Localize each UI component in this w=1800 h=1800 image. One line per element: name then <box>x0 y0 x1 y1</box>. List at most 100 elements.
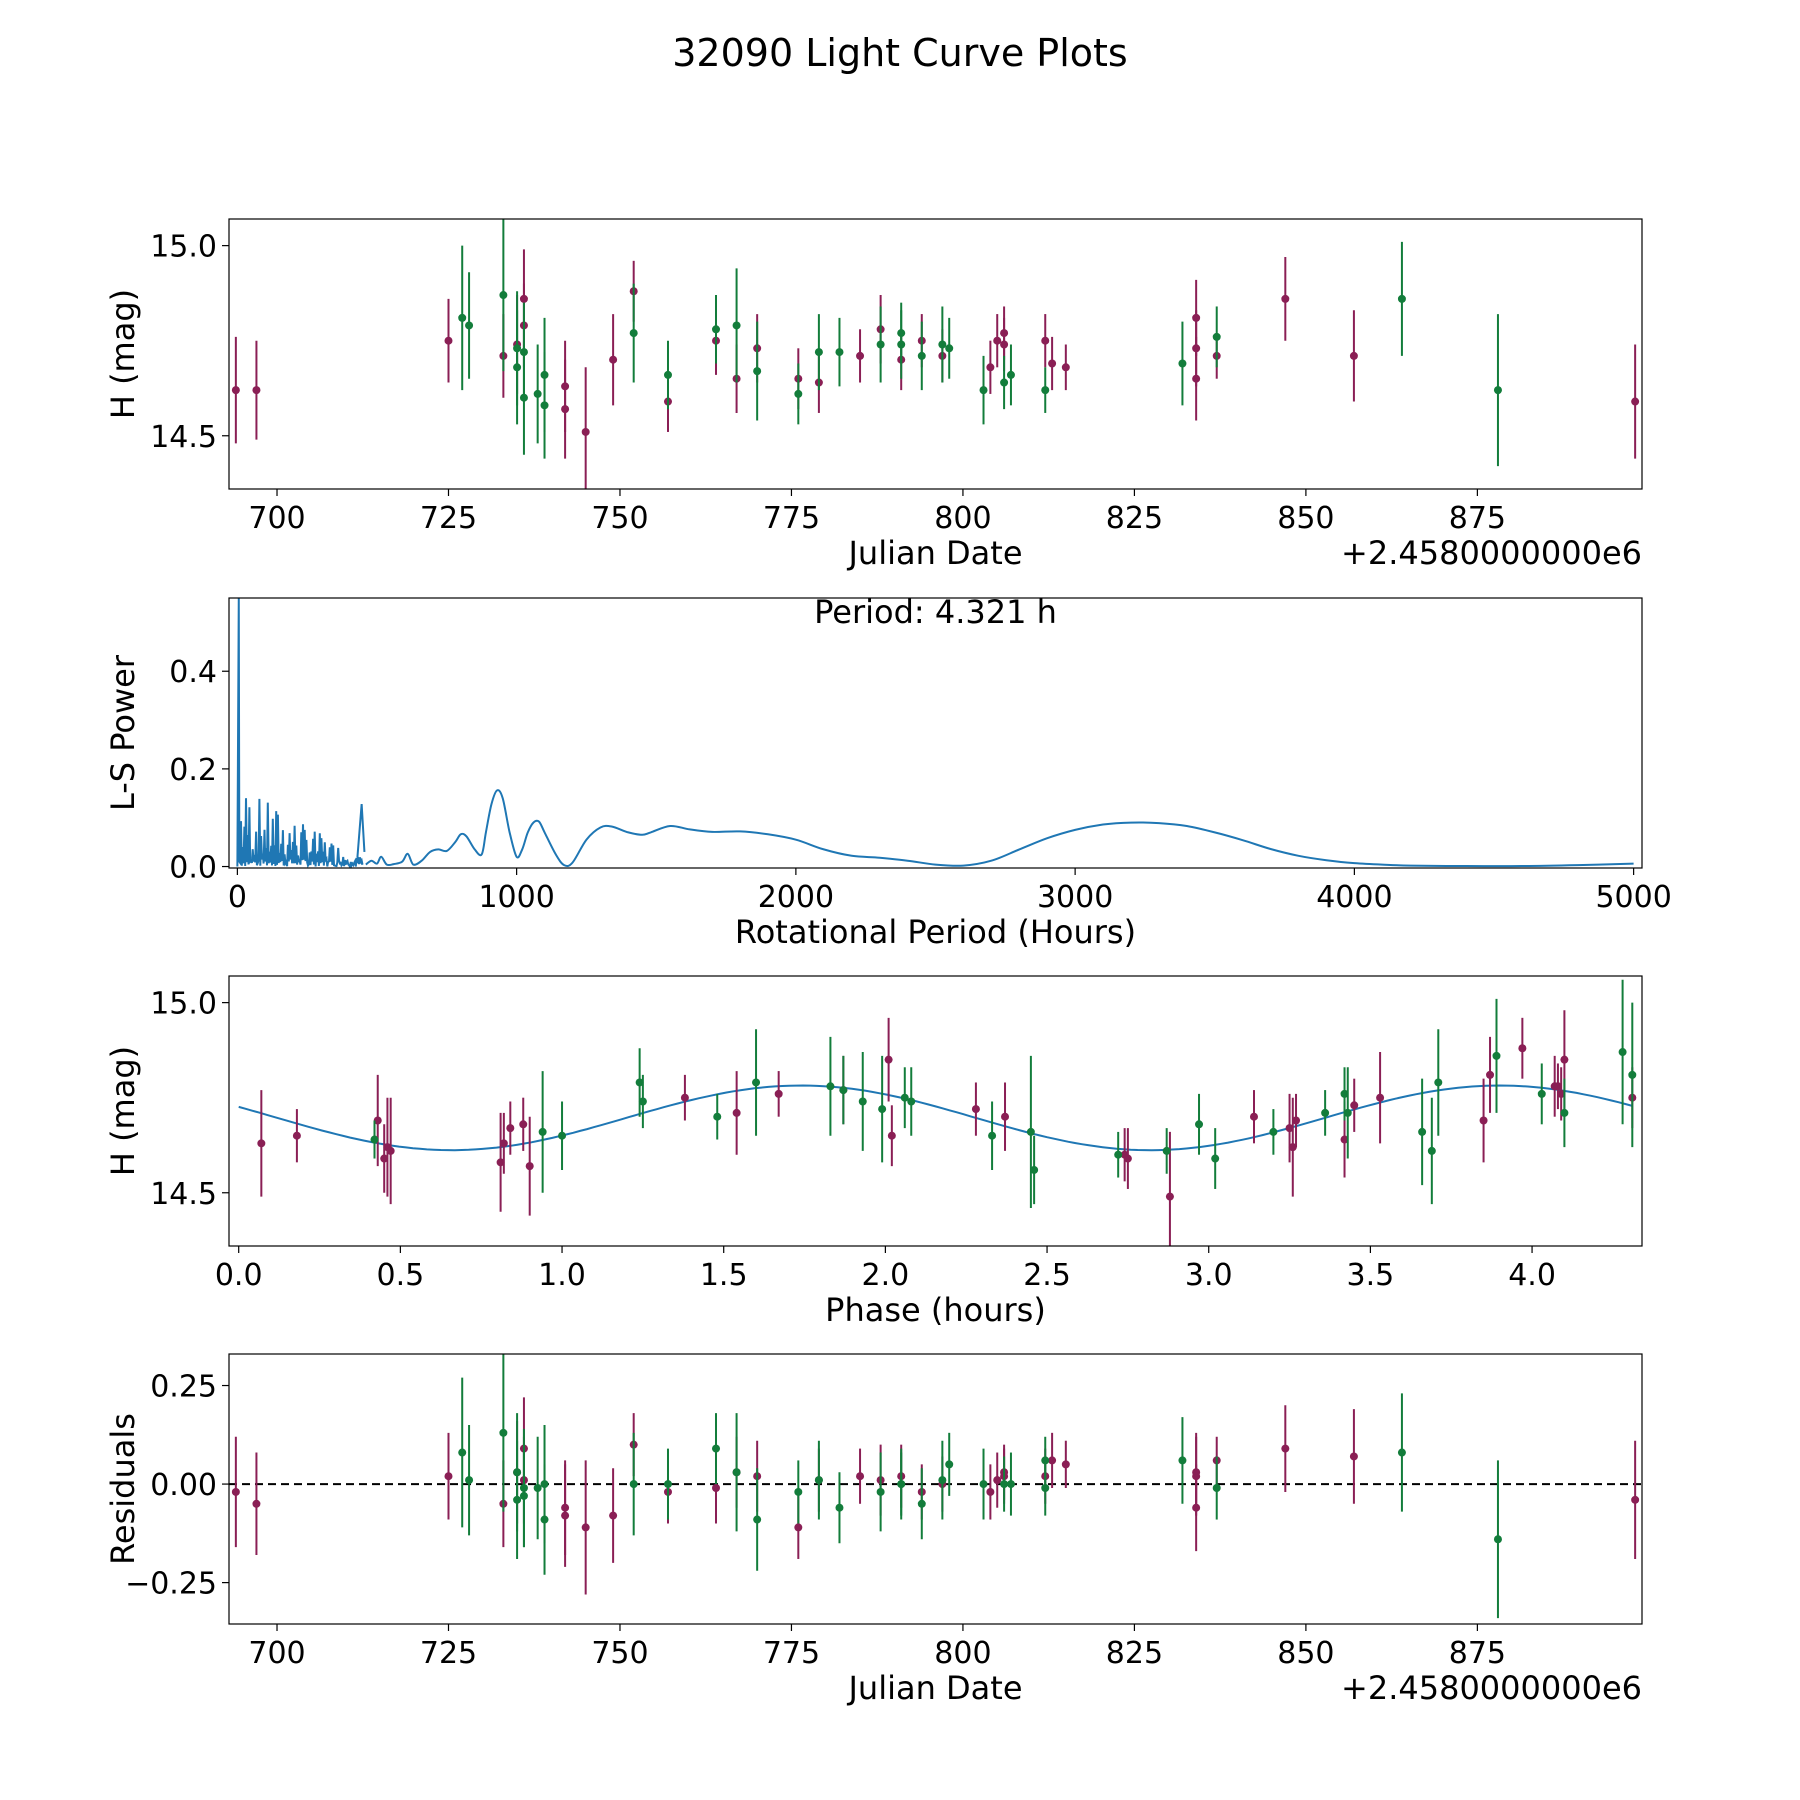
lightcurve-frame <box>228 218 1643 490</box>
x-tick-label: 800 <box>934 501 991 536</box>
y-tick-label: 14.5 <box>150 1177 217 1212</box>
fit-curve <box>238 1084 1633 1152</box>
data-point <box>525 1162 534 1171</box>
data-point <box>900 1093 909 1102</box>
data-point <box>1486 1070 1495 1079</box>
data-point <box>1537 1089 1546 1098</box>
data-point <box>753 1515 762 1524</box>
data-point <box>499 291 508 300</box>
data-point <box>732 1468 741 1477</box>
data-point <box>814 348 823 357</box>
data-point <box>1397 1448 1406 1457</box>
data-point <box>1285 1124 1294 1133</box>
x-tick-label: 2.0 <box>862 1258 910 1293</box>
data-point <box>774 1089 783 1098</box>
data-point <box>856 351 865 360</box>
x-tick-label: 775 <box>763 1636 820 1671</box>
data-point <box>1026 1127 1035 1136</box>
data-point <box>257 1139 266 1148</box>
residuals-marks <box>229 1354 1642 1619</box>
data-point <box>938 340 947 349</box>
data-point <box>1427 1146 1436 1155</box>
data-point <box>1281 1444 1290 1453</box>
figure-title: 32090 Light Curve Plots <box>672 31 1127 75</box>
data-point <box>794 1487 803 1496</box>
data-point <box>680 1093 689 1102</box>
y-tick-label: 14.5 <box>150 420 217 455</box>
data-point <box>1030 1165 1039 1174</box>
data-point <box>1628 1070 1637 1079</box>
data-point <box>373 1116 382 1125</box>
data-point <box>986 363 995 372</box>
data-point <box>1249 1112 1258 1121</box>
data-point <box>826 1082 835 1091</box>
data-point <box>513 344 522 353</box>
data-point <box>561 1511 570 1520</box>
data-point <box>1343 1108 1352 1117</box>
data-point <box>609 1511 618 1520</box>
periodogram-ticks: 0 1000 2000 3000 4000 5000 0.0 0.2 0.4 <box>169 655 1672 915</box>
data-point <box>1000 1480 1009 1489</box>
data-point <box>1178 359 1187 368</box>
data-point <box>712 1444 721 1453</box>
data-point <box>986 1487 995 1496</box>
x-tick-label: 850 <box>1277 501 1334 536</box>
data-point <box>752 1078 761 1087</box>
lightcurve-plot-area <box>231 219 1640 489</box>
data-point <box>993 336 1002 345</box>
data-point <box>1212 1484 1221 1493</box>
periodogram-frame <box>228 597 1643 869</box>
data-point <box>292 1131 301 1140</box>
x-tick-label: 1.0 <box>538 1258 586 1293</box>
data-point <box>1165 1192 1174 1201</box>
residuals-plot-area <box>229 1354 1642 1619</box>
data-point <box>1321 1108 1330 1117</box>
data-point <box>231 1487 240 1496</box>
x-tick-label: 750 <box>591 1636 648 1671</box>
data-point <box>835 1503 844 1512</box>
data-point <box>1001 1112 1010 1121</box>
data-point <box>1048 1456 1057 1465</box>
data-point <box>917 351 926 360</box>
x-tick-label: 2.5 <box>1023 1258 1071 1293</box>
data-point <box>945 344 954 353</box>
data-point <box>856 1472 865 1481</box>
lightcurve-marks <box>231 219 1640 489</box>
data-point <box>496 1158 505 1167</box>
data-point <box>878 1105 887 1114</box>
data-point <box>1493 386 1502 395</box>
data-point <box>1192 1468 1201 1477</box>
lightcurve-panel: 700 725 750 775 800 825 850 875 14.5 15.0 Julian … <box>104 218 1643 572</box>
data-point <box>1340 1135 1349 1144</box>
data-point <box>1006 370 1015 379</box>
data-point <box>609 355 618 364</box>
x-tick-label: 775 <box>763 501 820 536</box>
data-point <box>1000 340 1009 349</box>
data-point <box>945 1460 954 1469</box>
periodogram-line <box>365 789 1634 868</box>
data-point <box>499 1139 508 1148</box>
data-point <box>663 370 672 379</box>
data-point <box>1211 1154 1220 1163</box>
y-tick-label: 0.00 <box>150 1468 217 1503</box>
lightcurve-xlabel: Julian Date <box>846 534 1022 572</box>
data-point <box>1434 1078 1443 1087</box>
x-tick-label: 0.0 <box>215 1258 263 1293</box>
data-point <box>458 313 467 322</box>
phased-ylabel: H (mag) <box>104 1046 142 1176</box>
data-point <box>1041 1484 1050 1493</box>
y-tick-label: 15.0 <box>150 230 217 265</box>
periodogram-noise-line <box>236 598 366 868</box>
data-point <box>835 348 844 357</box>
data-point <box>561 405 570 414</box>
data-point <box>465 1476 474 1485</box>
data-point <box>540 1480 549 1489</box>
data-point <box>252 386 261 395</box>
data-point <box>231 386 240 395</box>
data-point <box>753 367 762 376</box>
data-point <box>794 389 803 398</box>
data-point <box>1631 1495 1640 1504</box>
data-point <box>533 389 542 398</box>
data-point <box>458 1448 467 1457</box>
